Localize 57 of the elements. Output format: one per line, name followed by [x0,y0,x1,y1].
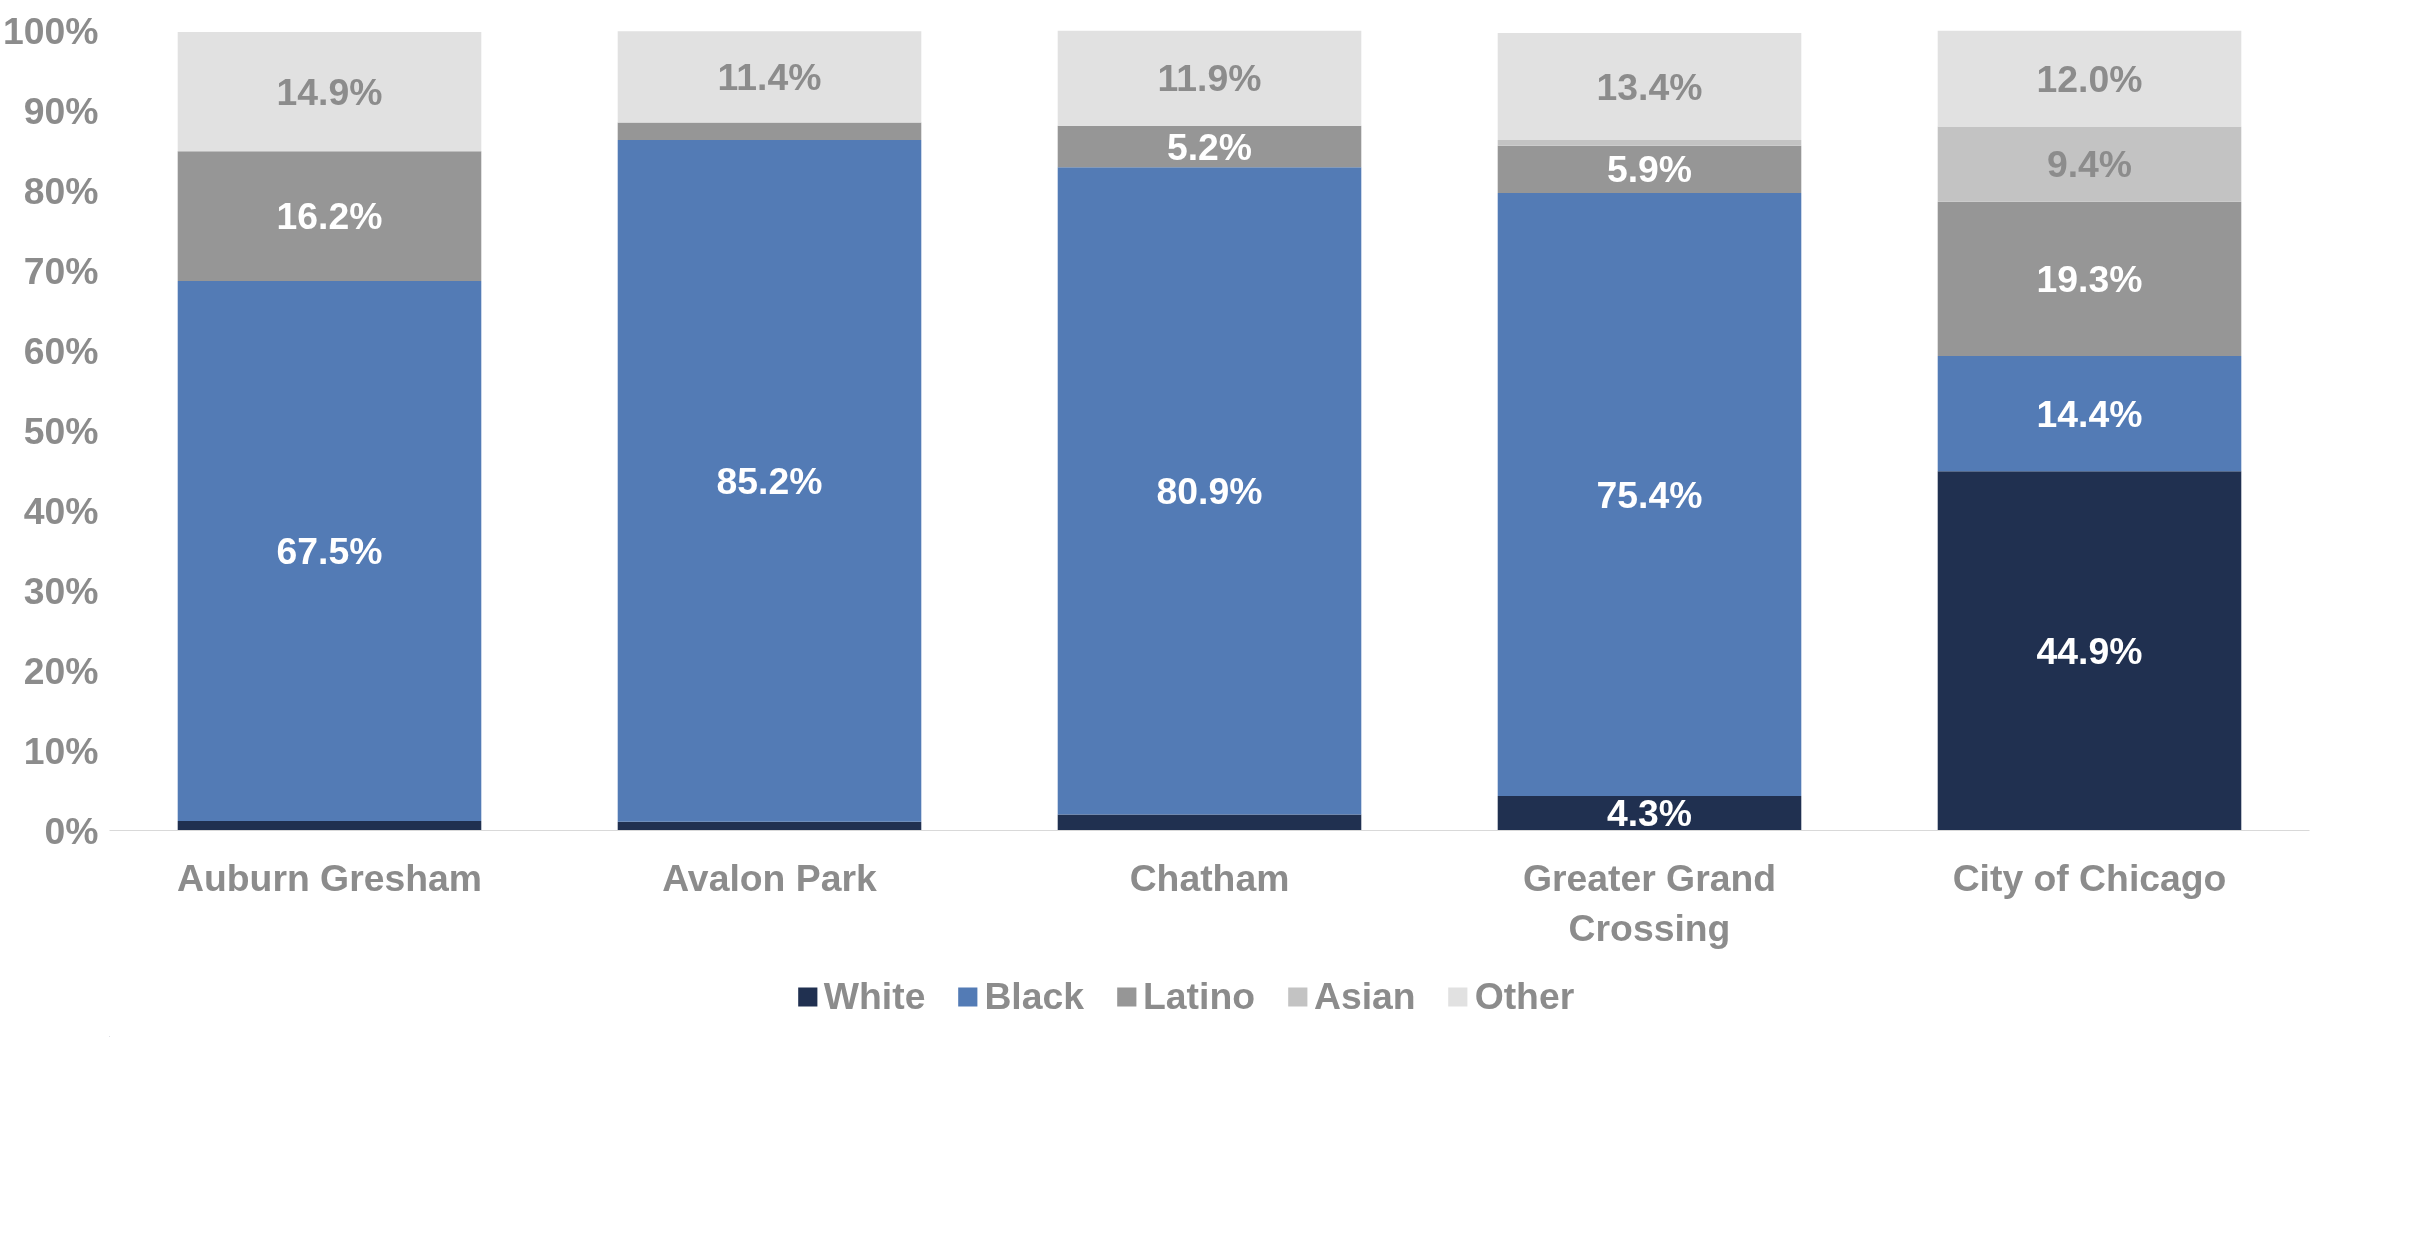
x-tick-label: Auburn Gresham [177,856,482,899]
data-label: 75.4% [1596,473,1703,516]
y-tick-label: 40% [23,489,99,532]
bar [617,31,922,123]
bar [1057,167,1362,815]
legend-label: Latino [1143,974,1255,1018]
data-label: 85.2% [716,459,823,502]
data-label: 16.2% [276,195,383,238]
x-tick-label: Greater Grand Crossing [1522,856,1777,949]
legend-label: Black [984,974,1085,1018]
data-label: 44.9% [2036,629,2143,672]
legend-label: Other [1474,974,1575,1018]
y-tick-label: 90% [23,89,99,132]
y-tick-label: 20% [23,649,99,692]
bar [177,32,482,152]
x-tick-label: City of Chicago [1952,856,2227,899]
bar [177,280,482,821]
y-tick-label: 0% [44,809,99,852]
legend-label: Asian [1313,974,1416,1018]
data-label: 5.2% [1166,125,1253,168]
data-label: 12.0% [2036,57,2143,100]
data-label: 13.4% [1596,65,1703,108]
data-label: 14.9% [276,70,383,113]
data-label: 14.4% [2036,392,2143,435]
y-tick-label: 60% [23,329,99,372]
bar [1937,471,2242,831]
y-tick-label: 50% [23,409,99,452]
bar [617,122,922,141]
data-label: 80.9% [1156,469,1263,512]
x-tick-label: Chatham [1129,856,1290,899]
data-label: 11.4% [717,55,822,98]
data-label: 4.3% [1606,792,1693,835]
bar [617,140,922,822]
data-label: 67.5% [276,529,383,572]
bar [1937,30,2242,127]
bar [1937,201,2242,357]
bar [1497,145,1802,193]
bar [1497,192,1802,797]
data-label: 19.3% [2036,257,2143,300]
bar [1937,126,2242,202]
y-tick-label: 70% [23,249,99,292]
x-tick-label: Avalon Park [662,856,877,899]
bar [177,820,482,831]
data-label: 5.9% [1606,148,1693,191]
bar [1497,140,1802,146]
bar [1937,356,2242,472]
legend-label: White [823,974,926,1018]
y-tick-label: 30% [23,569,99,612]
bar [177,151,482,281]
bar [617,821,922,831]
bar [1057,30,1362,126]
bar [1057,814,1362,831]
y-tick-label: 100% [3,9,99,52]
y-tick-label: 80% [23,169,99,212]
bar [1497,32,1802,141]
data-label: 11.9% [1157,57,1262,100]
y-tick-label: 10% [23,729,99,772]
